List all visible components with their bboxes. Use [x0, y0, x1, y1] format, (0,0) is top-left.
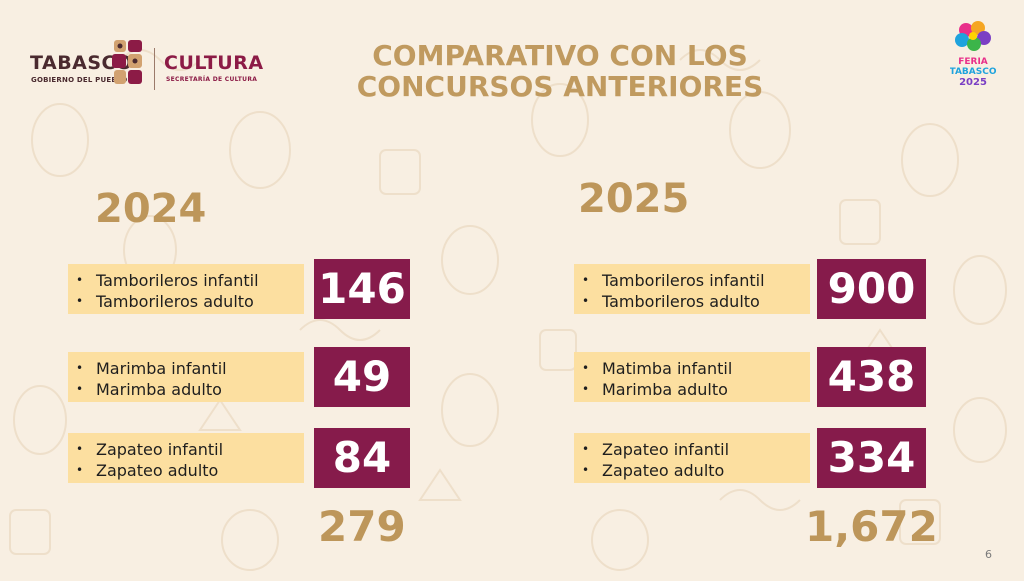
logo-divider [154, 48, 155, 90]
total-2024: 279 [318, 502, 406, 551]
cultura-logo-subtitle: SECRETARÍA DE CULTURA [166, 76, 258, 83]
svg-text:2025: 2025 [959, 77, 987, 88]
value-box-2024-marimba: 49 [314, 347, 410, 407]
svg-text:TABASCO: TABASCO [950, 67, 996, 77]
label-box-2025-marimba: Matimba infantil Marimba adulto [574, 352, 810, 402]
list-item: Tamborileros adulto [76, 291, 296, 312]
label-box-2024-marimba: Marimba infantil Marimba adulto [68, 352, 304, 402]
value-box-2025-tamborileros: 900 [817, 259, 926, 319]
slide-title-line-2: CONCURSOS ANTERIORES [356, 70, 764, 103]
page-number: 6 [985, 548, 992, 561]
feria-tabasco-logo-icon: FERIA TABASCO 2025 [950, 21, 996, 88]
list-item: Zapateo infantil [76, 439, 296, 460]
list-item: Marimba adulto [582, 379, 802, 400]
label-box-2024-tamborileros: Tamborileros infantil Tamborileros adult… [68, 264, 304, 314]
slide-title: COMPARATIVO CON LOS CONCURSOS ANTERIORES [330, 40, 790, 102]
year-2025-heading: 2025 [578, 176, 690, 222]
tabasco-logo-subtitle: GOBIERNO DEL PUEBLO [31, 76, 128, 84]
list-item: Tamborileros adulto [582, 291, 802, 312]
list-item: Matimba infantil [582, 358, 802, 379]
list-item: Marimba infantil [76, 358, 296, 379]
value-box-2025-zapateo: 334 [817, 428, 926, 488]
label-box-2024-zapateo: Zapateo infantil Zapateo adulto [68, 433, 304, 483]
year-2024-heading: 2024 [95, 186, 207, 232]
list-item: Zapateo infantil [582, 439, 802, 460]
list-item: Tamborileros infantil [76, 270, 296, 291]
slide-title-line-1: COMPARATIVO CON LOS [372, 39, 748, 72]
list-item: Zapateo adulto [76, 460, 296, 481]
svg-text:FERIA: FERIA [958, 57, 988, 67]
value-box-2025-marimba: 438 [817, 347, 926, 407]
list-item: Tamborileros infantil [582, 270, 802, 291]
value-box-2024-zapateo: 84 [314, 428, 410, 488]
list-item: Zapateo adulto [582, 460, 802, 481]
total-2025: 1,672 [805, 502, 938, 551]
list-item: Marimba adulto [76, 379, 296, 400]
tabasco-logo-text: TABASCO [30, 52, 133, 74]
cultura-logo-text: CULTURA [164, 52, 264, 74]
tabasco-emblem-icon [112, 40, 142, 84]
label-box-2025-zapateo: Zapateo infantil Zapateo adulto [574, 433, 810, 483]
value-box-2024-tamborileros: 146 [314, 259, 410, 319]
government-logo: TABASCO GOBIERNO DEL PUEBLO CULTURA SECR… [30, 36, 270, 96]
label-box-2025-tamborileros: Tamborileros infantil Tamborileros adult… [574, 264, 810, 314]
